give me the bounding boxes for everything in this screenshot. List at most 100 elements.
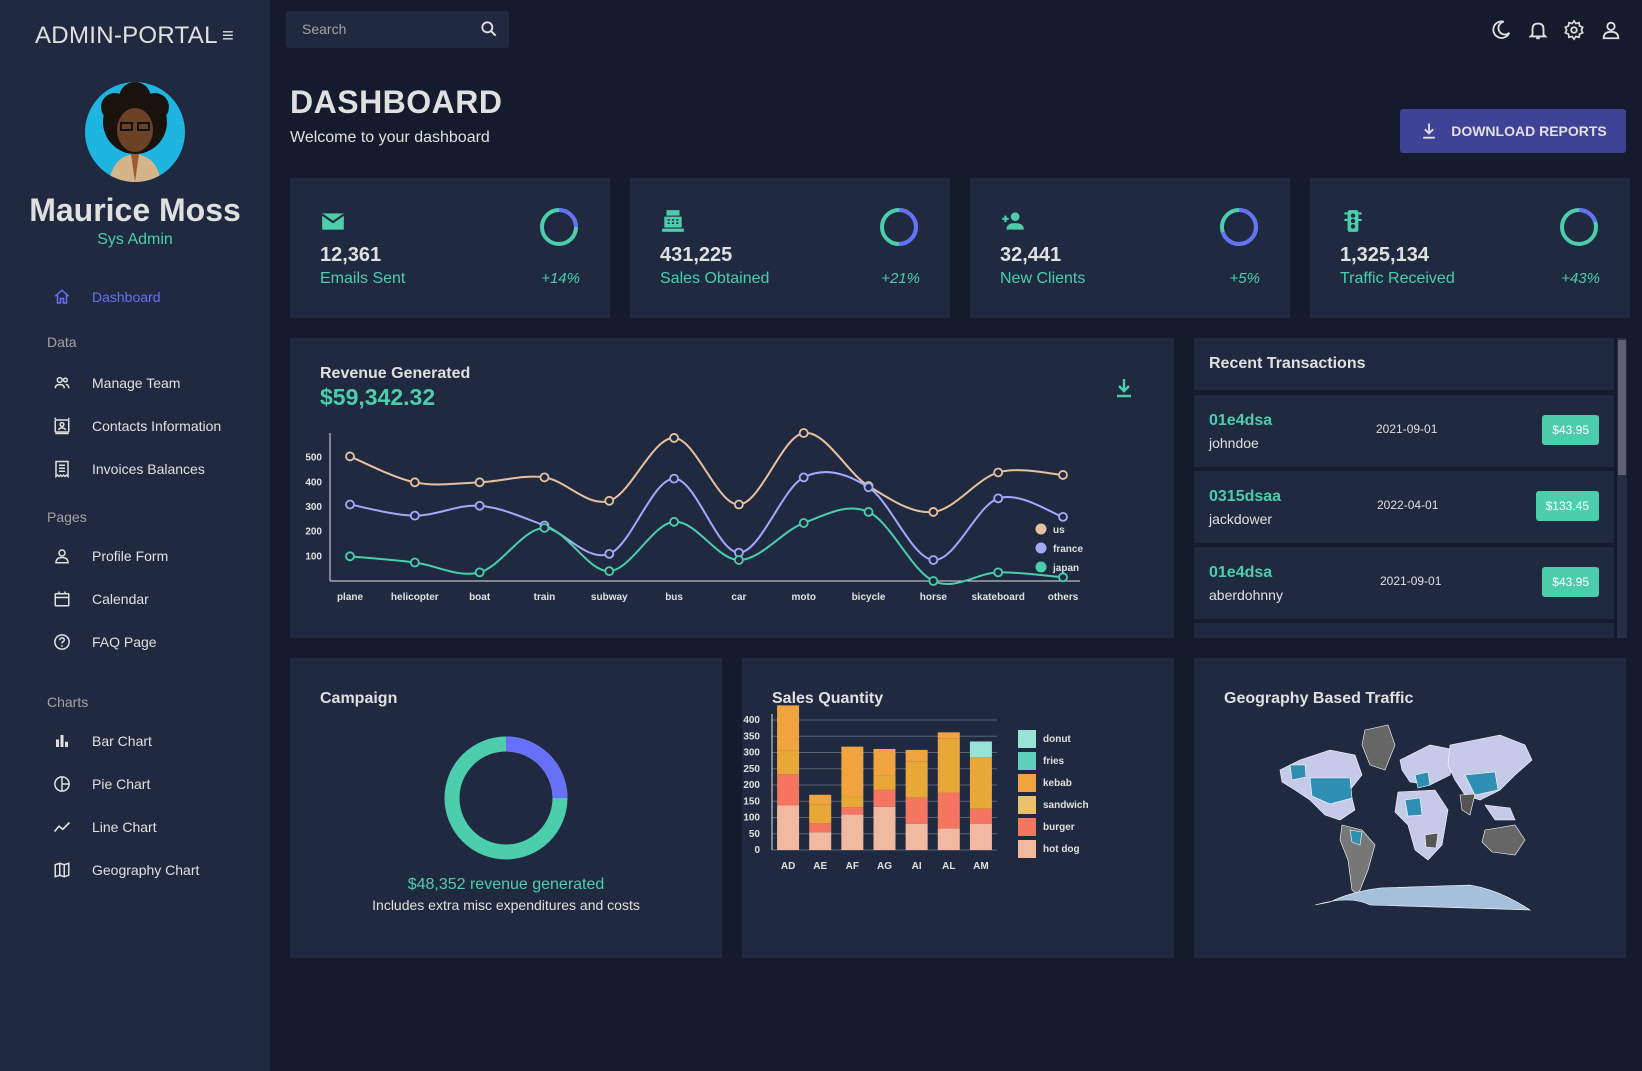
scrollbar-track [1617,338,1627,638]
sidebar-item-label: Invoices Balances [92,461,205,477]
progress-ring [540,208,578,246]
user-icon[interactable] [1600,19,1622,41]
x-tick-label: AM [973,861,989,872]
ring-progress [1560,208,1598,246]
x-tick-label: AG [877,861,892,872]
legend-swatch [1018,752,1036,770]
x-tick-label: AE [813,861,827,872]
ring-progress [540,208,578,246]
sidebar-item-faq[interactable]: FAQ Page [50,626,157,658]
transaction-cost-badge[interactable]: $43.95 [1542,567,1599,597]
page-subtitle: Welcome to your dashboard [290,129,490,146]
data-point [1058,511,1068,522]
bar-segment [969,741,992,758]
transaction-date: 2022-04-01 [1377,498,1439,512]
stat-value: 431,225 [660,244,733,266]
data-point [409,510,420,521]
bar-segment [809,804,832,824]
sidebar-item-dashboard[interactable]: Dashboard [50,281,161,313]
data-point [928,576,939,586]
data-point [474,500,485,511]
download-icon [1423,123,1436,139]
stat-card-emails: 12,361 Emails Sent +14% [290,178,610,318]
data-point [798,472,809,483]
map-africa [1394,789,1449,861]
world-map [1279,724,1533,911]
data-point [993,467,1004,478]
bar-segment [969,757,992,809]
brand-title: ADMIN-PORTAL [35,22,218,49]
y-tick-label: 150 [743,796,760,807]
user-name: Maurice Moss [29,192,241,228]
campaign-value: $48,352 revenue generated [407,876,605,893]
data-point [734,499,744,510]
stat-card-sales: 431,225 Sales Obtained +21% [630,178,950,318]
ring-progress [880,208,918,246]
notifications-icon[interactable] [1527,19,1549,41]
stat-label: Sales Obtained [660,270,770,287]
campaign-progress-ring [444,736,568,860]
sidebar-item-geography-chart[interactable]: Geography Chart [50,854,199,886]
transaction-cost-badge[interactable]: $43.95 [1542,415,1599,445]
sidebar-item-calendar[interactable]: Calendar [50,583,149,615]
search-input[interactable] [302,19,472,39]
sidebar-item-label: Profile Form [92,548,169,564]
legend-swatch [1035,542,1047,554]
data-point [993,567,1004,578]
pie-chart-icon [50,772,74,796]
sidebar-item-label: Calendar [92,591,149,607]
x-tick-label: AL [942,861,955,872]
sidebar-item-contacts[interactable]: Contacts Information [50,410,221,442]
transaction-cost-badge[interactable]: $133.45 [1535,491,1599,521]
stat-increase: +5% [1229,270,1260,287]
menu-toggle-icon[interactable]: ≡ [222,25,234,47]
x-tick-label: car [731,592,746,603]
ring-progress [1220,208,1258,246]
download-icon[interactable] [1112,376,1136,400]
x-tick-label: AD [781,861,795,872]
data-point [345,551,355,562]
transaction-row: 01e4dsa johndoe 2021-09-01 $43.95 [1194,395,1614,467]
download-reports-label: DOWNLOAD REPORTS [1451,123,1607,139]
bar-segment [777,750,800,775]
bar-segment [969,808,992,824]
data-point [409,557,420,568]
sidebar-item-bar-chart[interactable]: Bar Chart [50,725,152,757]
sidebar-item-invoices[interactable]: Invoices Balances [50,453,205,485]
search-icon[interactable] [479,19,499,39]
sidebar-item-line-chart[interactable]: Line Chart [50,811,157,843]
data-point [1058,470,1068,480]
section-pages: Pages [47,509,87,525]
legend-label: burger [1043,822,1075,833]
bar-segment [905,823,928,850]
scrollbar-thumb[interactable] [1618,340,1626,475]
y-tick-label: 0 [754,845,760,856]
map-central-europe [1414,771,1431,789]
bar-segment [841,796,864,808]
dark-mode-icon[interactable] [1490,19,1512,41]
x-tick-label: moto [792,592,816,603]
sidebar-item-profile-form[interactable]: Profile Form [50,540,168,572]
map-west-africa [1404,797,1423,817]
stat-label: Emails Sent [320,270,406,287]
email-icon [320,208,346,234]
y-tick-label: 300 [743,748,760,759]
settings-icon[interactable] [1563,19,1585,41]
bar-segment [809,823,832,833]
sidebar-item-pie-chart[interactable]: Pie Chart [50,768,150,800]
bar-segment [841,746,864,797]
transaction-user: johndoe [1209,435,1259,451]
y-tick-label: 500 [305,453,322,464]
transactions-header: Recent Transactions [1194,338,1614,390]
bar-segment [937,738,960,793]
sidebar-item-label: Line Chart [92,819,157,835]
map-icon [50,858,74,882]
legend-label: fries [1043,756,1065,767]
team-icon [50,371,74,395]
sales-title: Sales Quantity [772,690,884,707]
stat-increase: +14% [541,270,580,287]
data-point [734,555,744,565]
map-alaska [1289,764,1307,781]
sidebar-item-manage-team[interactable]: Manage Team [50,367,180,399]
download-reports-button[interactable]: DOWNLOAD REPORTS [1400,109,1626,153]
